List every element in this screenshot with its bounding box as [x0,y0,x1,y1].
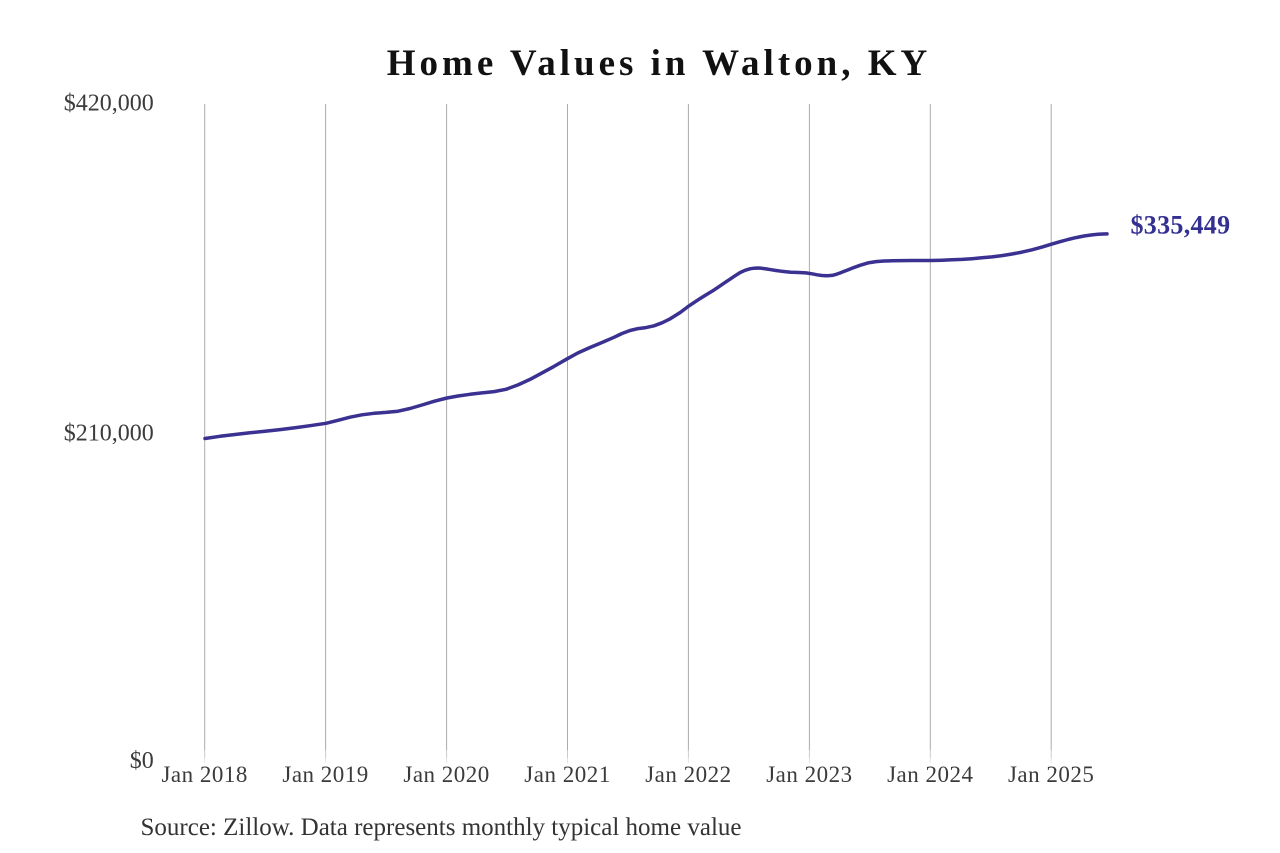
svg-text:Jan 2025: Jan 2025 [1008,762,1094,787]
svg-text:$210,000: $210,000 [64,420,154,446]
svg-text:Jan 2024: Jan 2024 [887,762,973,787]
svg-text:Jan 2023: Jan 2023 [766,762,852,787]
svg-text:Jan 2019: Jan 2019 [282,762,368,787]
svg-text:Jan 2021: Jan 2021 [524,762,610,787]
svg-text:Jan 2022: Jan 2022 [645,762,731,787]
svg-text:$335,449: $335,449 [1131,211,1231,240]
svg-text:$420,000: $420,000 [64,90,154,116]
svg-text:Jan 2020: Jan 2020 [403,762,489,787]
svg-text:Home Values in Walton, KY: Home Values in Walton, KY [387,43,931,84]
svg-text:Jan 2018: Jan 2018 [161,762,247,787]
svg-text:$0: $0 [130,748,154,774]
svg-text:Source: Zillow. Data represent: Source: Zillow. Data represents monthly … [141,814,742,841]
